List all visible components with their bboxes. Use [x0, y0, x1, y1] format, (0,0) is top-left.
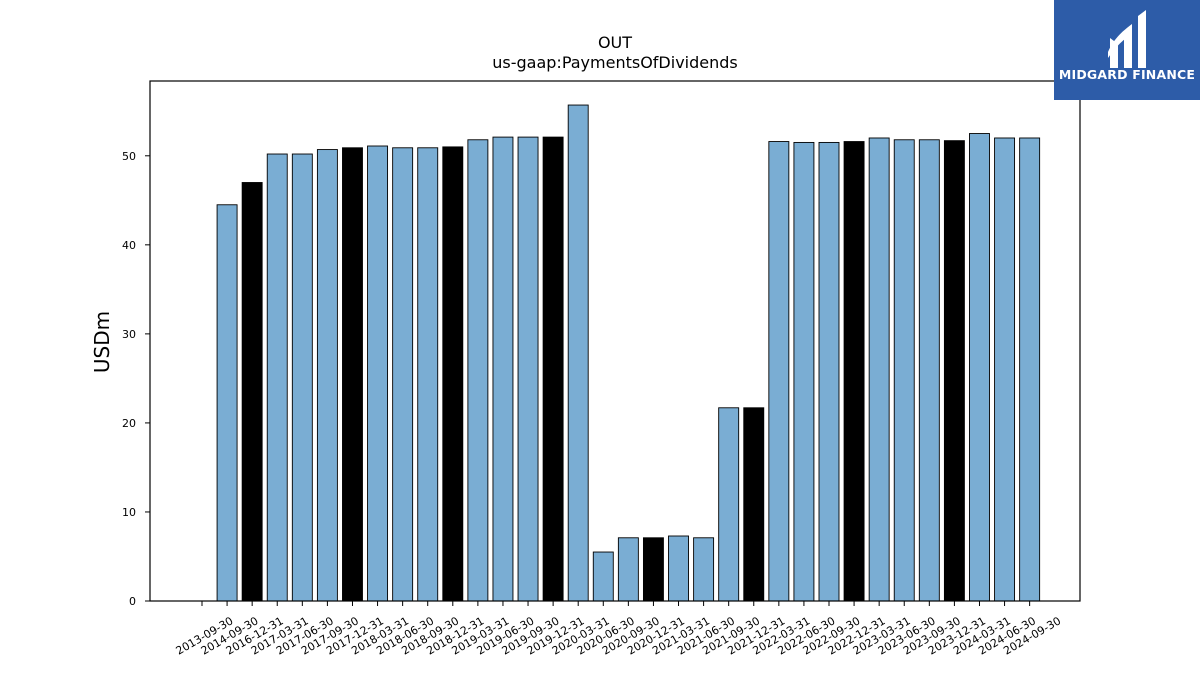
bar-2020-03-31 — [567, 104, 589, 602]
bar-2024-09-30 — [1019, 137, 1041, 602]
bar-2023-09-30 — [918, 139, 940, 602]
chart-subtitle: us-gaap:PaymentsOfDividends — [492, 53, 737, 72]
bar-series — [216, 104, 1041, 602]
bar-2021-12-31 — [743, 407, 765, 602]
bar-2022-06-30 — [793, 141, 815, 602]
bar-2017-09-30 — [316, 149, 338, 602]
chart-title: OUT — [598, 33, 632, 52]
bar-2017-06-30 — [291, 153, 313, 602]
x-axis: 2013-09-302014-09-302016-12-312017-03-31… — [174, 601, 1063, 658]
y-tick-label: 10 — [122, 506, 136, 519]
y-axis-label: USDm — [90, 311, 114, 373]
bar-2017-12-31 — [342, 147, 363, 602]
bar-2024-06-30 — [994, 137, 1016, 602]
y-tick-label: 30 — [122, 328, 136, 341]
plot-frame — [149, 80, 1081, 602]
bar-2019-06-30 — [492, 136, 514, 602]
bar-2023-06-30 — [893, 139, 915, 602]
y-tick-label: 0 — [129, 595, 136, 608]
bar-2022-09-30 — [818, 141, 840, 602]
bar-2016-12-31 — [241, 182, 263, 602]
bar-2019-12-31 — [542, 136, 564, 602]
bar-2020-06-30 — [592, 551, 614, 602]
midgard-logo-icon — [1108, 10, 1146, 68]
bar-2023-12-31 — [943, 140, 965, 602]
brand-logo: MIDGARD FINANCE — [1054, 0, 1200, 100]
bar-2014-09-30 — [216, 204, 238, 602]
bar-2018-03-31 — [367, 145, 389, 602]
bar-2021-03-31 — [668, 535, 689, 602]
bar-2018-06-30 — [392, 147, 414, 602]
y-tick-label: 20 — [122, 417, 136, 430]
y-tick-label: 50 — [122, 150, 136, 163]
y-axis: 0 10 20 30 40 50 — [122, 150, 150, 608]
bar-2017-03-31 — [266, 153, 288, 602]
brand-name: MIDGARD FINANCE — [1058, 67, 1196, 82]
bar-2021-09-30 — [718, 407, 740, 602]
bar-2020-09-30 — [617, 537, 639, 602]
bar-2024-03-31 — [969, 133, 990, 602]
bar-2018-09-30 — [417, 147, 439, 602]
bar-2021-06-30 — [693, 537, 715, 602]
bar-2019-03-31 — [467, 139, 489, 602]
bar-2022-03-31 — [768, 141, 790, 602]
bar-2018-12-31 — [442, 146, 464, 602]
y-tick-label: 40 — [122, 239, 136, 252]
bar-2019-09-30 — [517, 136, 539, 602]
bar-2020-12-31 — [642, 537, 664, 602]
bar-2023-03-31 — [868, 137, 890, 602]
bar-2022-12-31 — [843, 141, 865, 602]
